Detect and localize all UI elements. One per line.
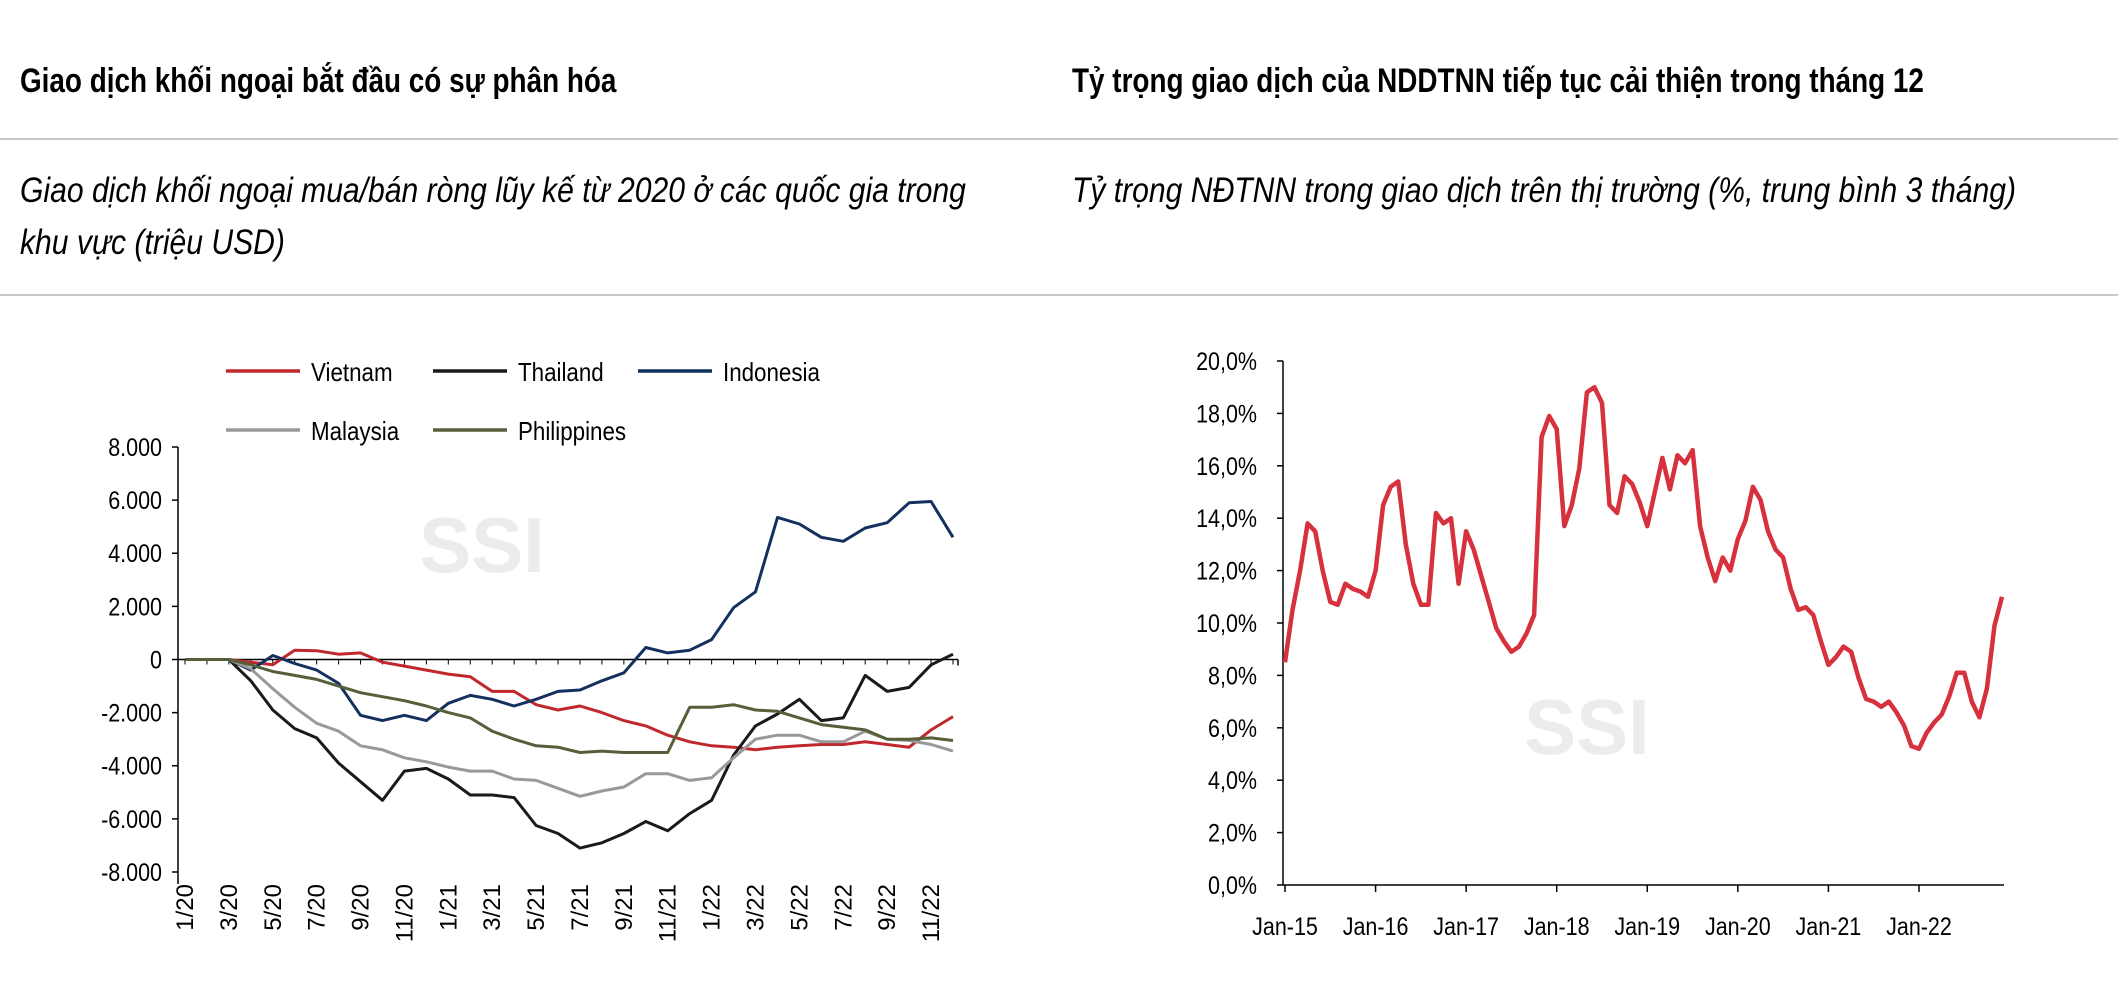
- series-line-indonesia: [185, 500, 955, 723]
- left-y-tick-label: -4.000: [101, 752, 162, 780]
- left-x-tick-label: 3/20: [216, 884, 243, 931]
- legend-label-malaysia: Malaysia: [311, 417, 400, 446]
- left-y-tick-label: -6.000: [101, 805, 162, 833]
- left-x-tick-label: 9/22: [874, 884, 901, 931]
- left-y-tick-label: 8.000: [108, 433, 162, 461]
- left-x-tick-label: 7/22: [830, 884, 857, 931]
- left-x-tick-label: 11/22: [918, 884, 945, 942]
- legend-label-vietnam: Vietnam: [311, 358, 393, 387]
- left-header: Giao dịch khối ngoại bắt đầu có sự phân …: [20, 62, 617, 100]
- right-subtitle: Tỷ trọng NĐTNN trong giao dịch trên thị …: [1072, 165, 2016, 217]
- left-x-tick-label: 5/22: [786, 884, 813, 931]
- right-x-tick-label: Jan-15: [1252, 912, 1318, 940]
- left-subtitle: Giao dịch khối ngoại mua/bán ròng lũy kế…: [20, 165, 966, 269]
- subtitle-divider: [0, 294, 2118, 296]
- left-x-tick-label: 1/22: [699, 884, 726, 931]
- series-line-philippines: [185, 658, 954, 754]
- right-x-tick-label: Jan-21: [1796, 912, 1862, 940]
- left-y-tick-label: 2.000: [108, 593, 162, 621]
- right-y-tick-label: 4,0%: [1208, 767, 1257, 795]
- right-chart: 0,0% 2,0% 4,0% 6,0% 8,0% 10,0% 12,0% 14,0% 16,0%…: [1196, 347, 2005, 940]
- right-y-tick-label: 16,0%: [1196, 452, 1257, 480]
- left-x-tick-label: 11/21: [655, 884, 682, 942]
- left-y-tick-label: 6.000: [108, 487, 162, 515]
- left-subtitle-line2: khu vực (triệu USD): [20, 223, 285, 262]
- left-x-tick-label: 9/20: [348, 884, 375, 931]
- right-y-tick-label: 8,0%: [1208, 662, 1257, 690]
- right-x-tick-label: Jan-19: [1614, 912, 1680, 940]
- right-x-tick-label: Jan-16: [1343, 912, 1409, 940]
- right-y-tick-label: 2,0%: [1208, 819, 1257, 847]
- left-x-tick-label: 1/21: [435, 884, 462, 931]
- legend-label-indonesia: Indonesia: [723, 358, 820, 387]
- left-watermark: SSI: [419, 501, 545, 589]
- right-watermark: SSI: [1524, 683, 1650, 771]
- series-line-foreign-share: [1282, 384, 2005, 752]
- left-x-tick-label: 3/21: [479, 884, 506, 931]
- left-y-tick-label: 4.000: [108, 540, 162, 568]
- right-y-tick-label: 18,0%: [1196, 400, 1257, 428]
- series-line-vietnam: [185, 648, 954, 752]
- left-x-tick-label: 7/21: [567, 884, 594, 931]
- right-x-tick-label: Jan-22: [1886, 912, 1952, 940]
- left-x-tick-label: 3/22: [743, 884, 770, 931]
- right-subtitle-line1: Tỷ trọng NĐTNN trong giao dịch trên thị …: [1072, 171, 2017, 210]
- series-line-thailand: [185, 652, 954, 850]
- right-y-tick-label: 14,0%: [1196, 505, 1257, 533]
- left-x-tick-label: 5/21: [523, 884, 550, 931]
- right-y-tick-label: 12,0%: [1196, 557, 1257, 585]
- left-chart: 8.000 6.000 4.000 2.000 0 -2.000 -4.000 -6.000 -…: [101, 358, 959, 942]
- right-y-tick-label: 20,0%: [1196, 347, 1257, 375]
- left-y-tick-label: -2.000: [101, 699, 162, 727]
- right-x-tick-label: Jan-18: [1524, 912, 1590, 940]
- right-y-tick-label: 10,0%: [1196, 609, 1257, 637]
- left-subtitle-line1: Giao dịch khối ngoại mua/bán ròng lũy kế…: [20, 171, 966, 210]
- right-x-tick-label: Jan-20: [1705, 912, 1771, 940]
- right-header: Tỷ trọng giao dịch của NDDTNN tiếp tục c…: [1072, 62, 1924, 100]
- left-x-tick-label: 9/21: [611, 884, 638, 931]
- header-divider: [0, 138, 2118, 140]
- left-x-tick-label: 5/20: [260, 884, 287, 931]
- right-y-tick-label: 0,0%: [1208, 871, 1257, 899]
- left-x-tick-label: 1/20: [172, 884, 199, 931]
- right-y-tick-label: 6,0%: [1208, 714, 1257, 742]
- left-y-tick-label: -8.000: [101, 858, 162, 886]
- left-x-tick-label: 11/20: [391, 884, 418, 942]
- left-y-tick-label: 0: [150, 646, 162, 674]
- legend-label-thailand: Thailand: [518, 358, 604, 387]
- series-line-malaysia: [185, 658, 954, 798]
- legend-label-philippines: Philippines: [518, 417, 626, 446]
- right-x-tick-label: Jan-17: [1433, 912, 1499, 940]
- left-x-tick-label: 7/20: [304, 884, 331, 931]
